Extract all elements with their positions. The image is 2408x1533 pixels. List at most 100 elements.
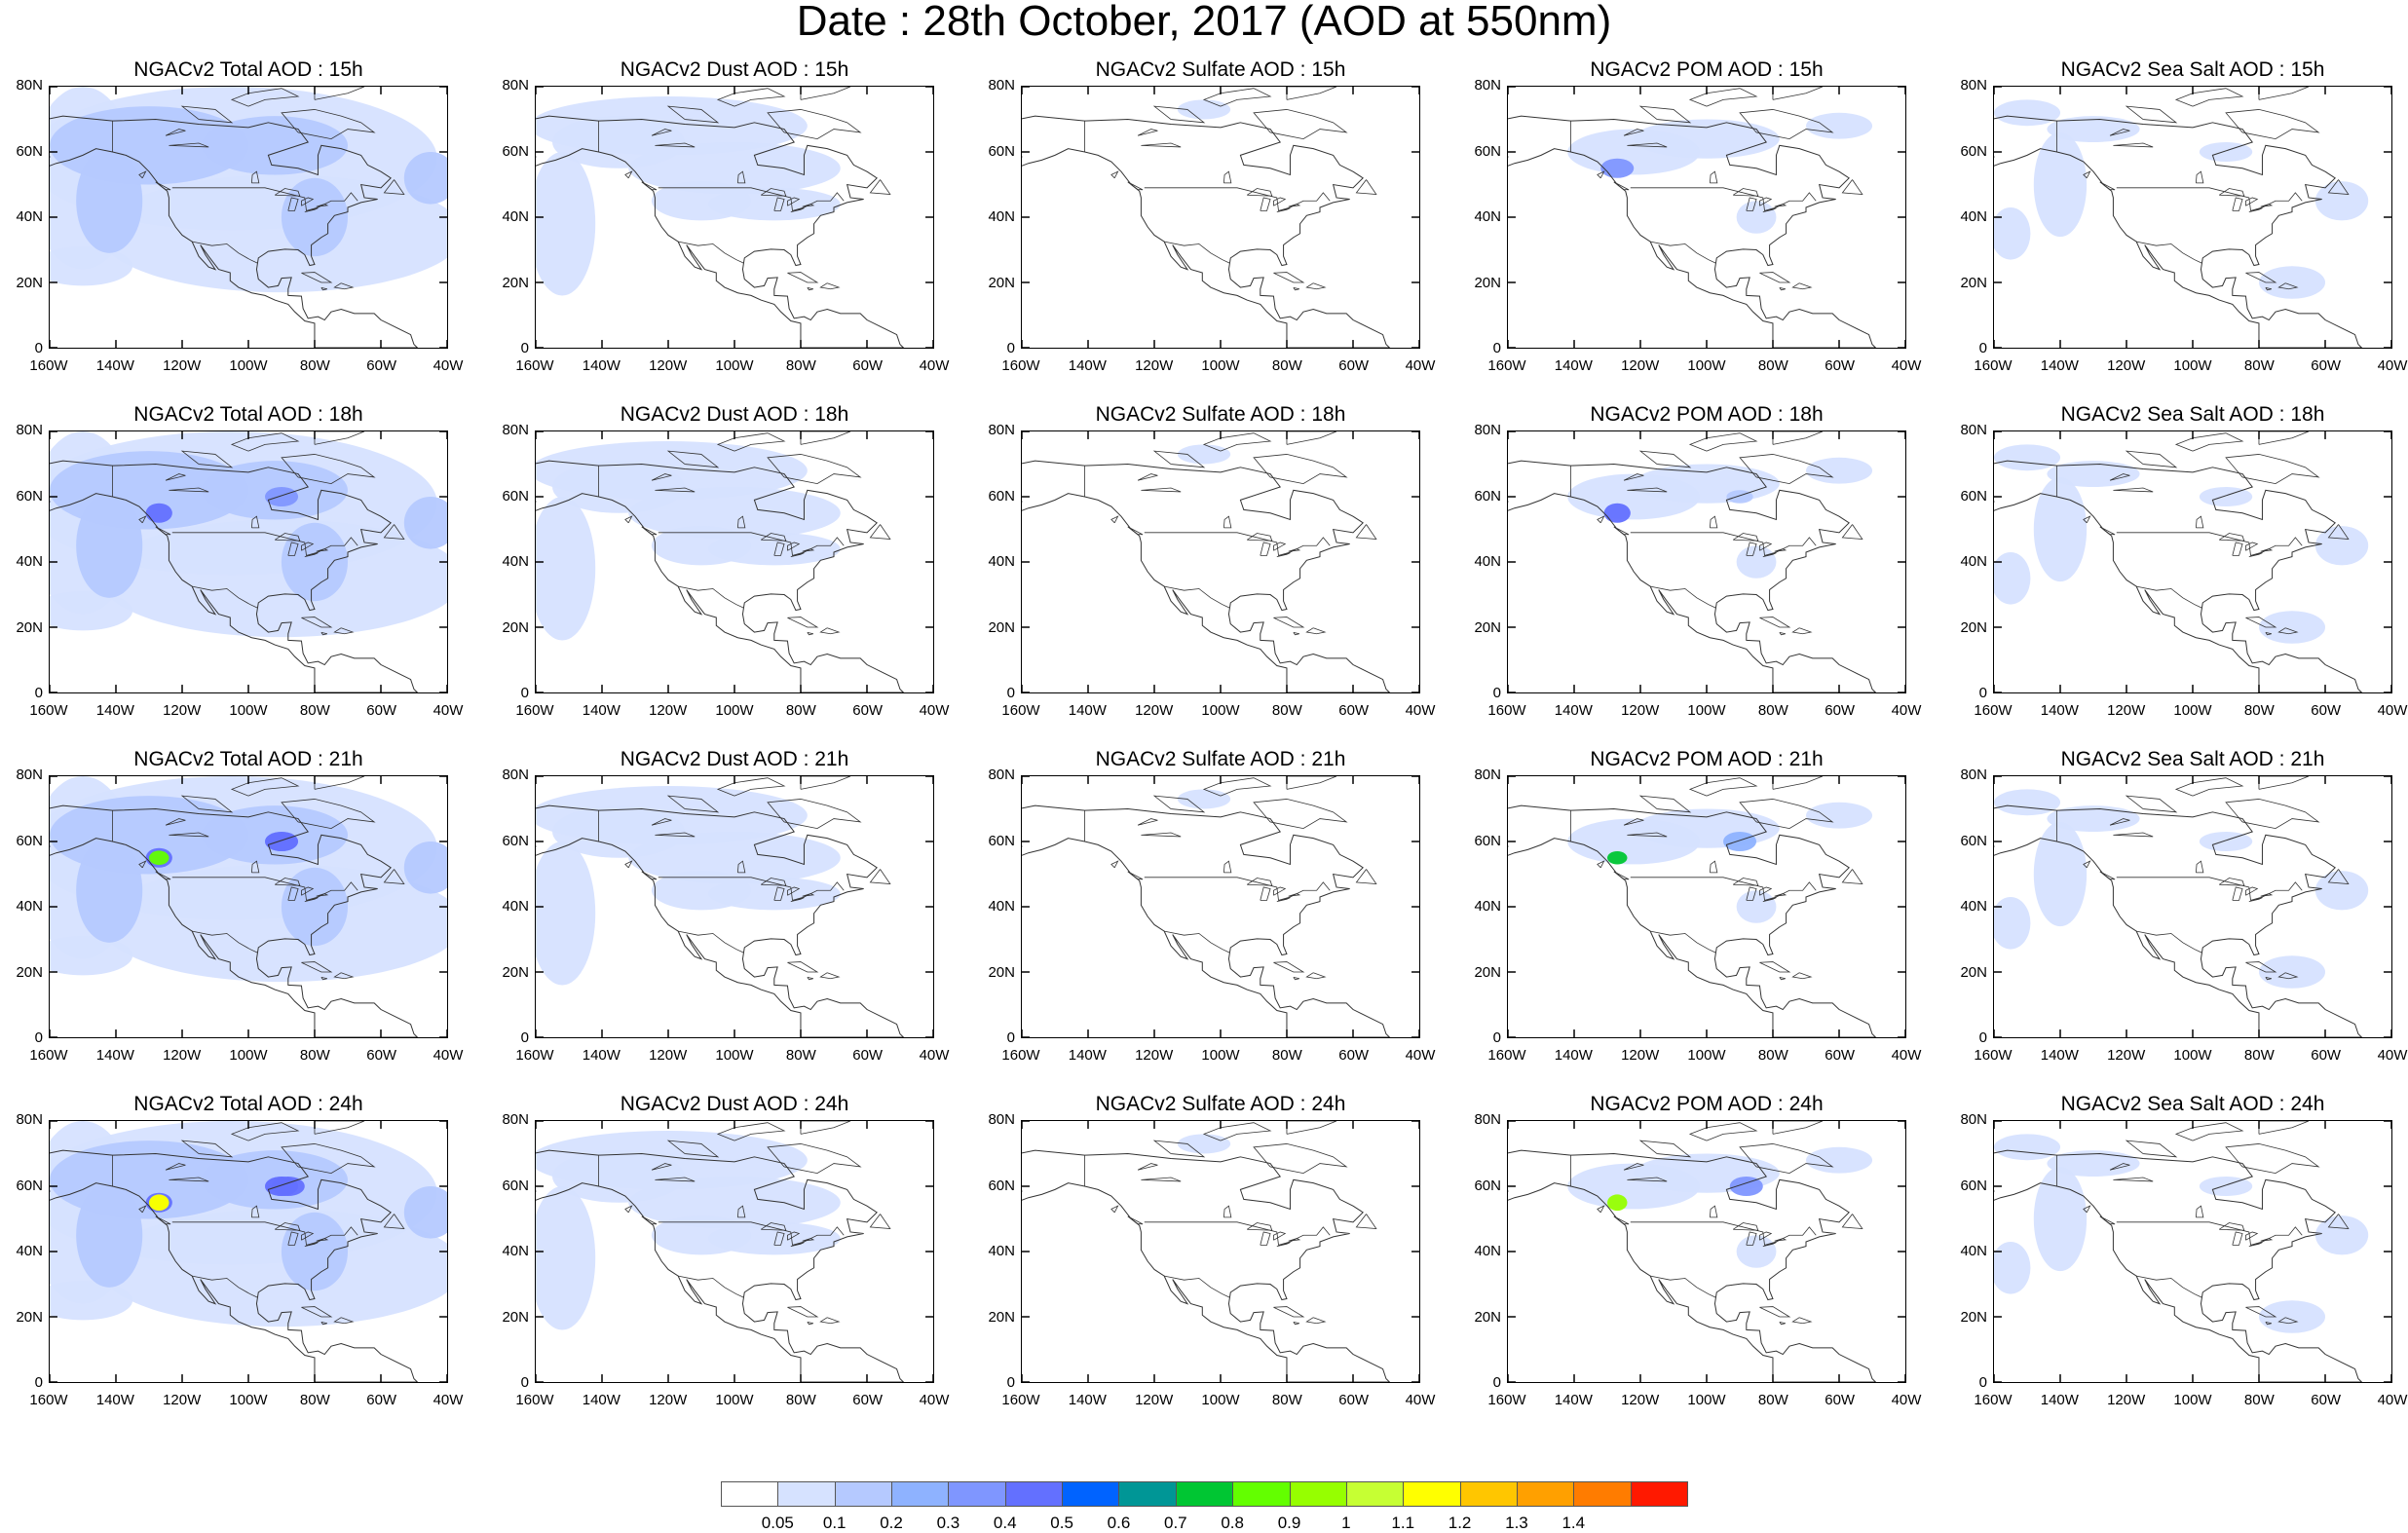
- lon-tick-label: 100W: [715, 702, 754, 719]
- aod-shading: [281, 522, 348, 602]
- lake-outline: [1746, 1231, 1757, 1246]
- lon-tick-label: 80W: [299, 1392, 330, 1408]
- lon-tick-label: 40W: [433, 702, 464, 719]
- lon-tick-label: 160W: [515, 1392, 554, 1408]
- lat-tick-label: 0: [1492, 685, 1501, 701]
- coastline: [1022, 115, 1391, 348]
- lat-tick-label: 60N: [16, 1177, 43, 1194]
- island-outline: [230, 1122, 300, 1141]
- island-outline: [1253, 109, 1348, 140]
- border-line: [1650, 930, 1716, 953]
- map-panel-sea-salt-24h: NGACv2 Sea Salt AOD : 24h 80N 60N 40N 20N 0 16…: [1960, 1093, 2407, 1414]
- island-outline: [2083, 170, 2091, 179]
- panel-title: NGACv2 POM AOD : 24h: [1590, 1093, 1824, 1115]
- map-panel-pom-18h: NGACv2 POM AOD : 18h 80N 60N 40N 20N 0 160W 140…: [1474, 403, 1921, 725]
- lon-tick-label: 140W: [95, 1047, 134, 1064]
- lake-outline: [2248, 897, 2263, 903]
- border-line: [1144, 1221, 1331, 1246]
- lon-tick-label: 60W: [1825, 702, 1856, 719]
- island-outline: [641, 871, 658, 880]
- lat-tick-label: 20N: [1960, 274, 1987, 291]
- aod-map: [1507, 1120, 1906, 1383]
- island-outline: [1127, 871, 1144, 880]
- lat-tick-label: 0: [1492, 1029, 1501, 1046]
- lake-outline: [301, 197, 315, 206]
- lon-tick-label: 60W: [366, 702, 397, 719]
- lon-tick-label: 80W: [1271, 1392, 1302, 1408]
- lon-tick-label: 100W: [1201, 357, 1240, 374]
- lon-tick-label: 120W: [649, 357, 688, 374]
- colorbar-swatch: [1118, 1481, 1177, 1507]
- lake-outline: [790, 1242, 805, 1248]
- lon-tick-label: 40W: [433, 357, 464, 374]
- border-line: [2136, 1275, 2202, 1298]
- map-panel-sulfate-15h: NGACv2 Sulfate AOD : 15h 80N 60N 40N 20N 0 160…: [988, 58, 1435, 380]
- lat-tick-label: 0: [1006, 1029, 1015, 1046]
- lake-outline: [2218, 1222, 2245, 1231]
- lon-tick-label: 80W: [299, 702, 330, 719]
- lake-outline: [651, 473, 672, 481]
- lon-tick-label: 40W: [1405, 702, 1436, 719]
- border-line: [1144, 532, 1331, 556]
- aod-shading: [1994, 789, 2061, 816]
- lon-tick-label: 100W: [715, 1047, 754, 1064]
- lon-tick-label: 40W: [2377, 1392, 2408, 1408]
- lon-tick-label: 100W: [1687, 1047, 1726, 1064]
- aod-shading: [2314, 1215, 2369, 1255]
- lat-tick-label: 20N: [1474, 274, 1501, 291]
- aod-shading: [651, 1215, 752, 1255]
- coastline: [1022, 1149, 1391, 1382]
- lake-outline: [787, 886, 801, 896]
- island-outline: [819, 972, 841, 980]
- aod-shading: [628, 1176, 841, 1229]
- lake-outline: [1709, 170, 1718, 184]
- border-line: [2136, 930, 2202, 953]
- aod-map: [1993, 430, 2392, 693]
- lon-tick-label: 140W: [2040, 702, 2079, 719]
- lon-tick-label: 160W: [29, 357, 68, 374]
- lake-outline: [169, 487, 209, 493]
- island-outline: [1273, 1306, 1305, 1318]
- lat-tick-label: 40N: [16, 208, 43, 225]
- aod-map: [1021, 86, 1420, 349]
- lake-outline: [1246, 188, 1273, 197]
- island-outline: [320, 976, 327, 981]
- lake-outline: [1273, 886, 1287, 896]
- lon-tick-label: 40W: [919, 357, 950, 374]
- lat-tick-label: 80N: [1960, 422, 1987, 438]
- lon-tick-label: 80W: [2243, 702, 2275, 719]
- island-outline: [2327, 1214, 2350, 1230]
- coastline: [1994, 460, 2363, 692]
- lake-outline: [1137, 1163, 1158, 1171]
- colorbar-label: 0.4: [993, 1514, 1017, 1532]
- aod-shading: [651, 871, 752, 911]
- lon-tick-label: 120W: [1621, 1047, 1660, 1064]
- island-outline: [1127, 181, 1144, 191]
- lake-outline: [790, 897, 805, 903]
- aod-map: [1021, 1120, 1420, 1383]
- aod-map: [535, 775, 934, 1038]
- island-outline: [1779, 631, 1786, 636]
- aod-shading: [1729, 1176, 1763, 1197]
- island-outline: [1739, 799, 1834, 830]
- lat-tick-label: 20N: [1960, 618, 1987, 636]
- lon-tick-label: 40W: [1891, 1392, 1922, 1408]
- island-outline: [800, 87, 851, 100]
- island-outline: [383, 869, 405, 885]
- lat-tick-label: 60N: [1474, 487, 1501, 505]
- lake-outline: [1732, 533, 1759, 542]
- island-outline: [1791, 972, 1813, 980]
- border-line: [1164, 241, 1230, 264]
- aod-shading: [2033, 821, 2088, 927]
- island-outline: [1202, 88, 1272, 107]
- island-outline: [1779, 1321, 1786, 1326]
- aod-shading: [99, 519, 447, 638]
- aod-shading: [403, 841, 447, 894]
- aod-map: [535, 430, 934, 693]
- lake-outline: [1141, 1177, 1182, 1182]
- island-outline: [624, 170, 633, 179]
- colorbar-swatch: [1630, 1481, 1688, 1507]
- island-outline: [2225, 799, 2320, 830]
- aod-shading: [2258, 611, 2326, 644]
- coastline: [1022, 804, 1391, 1037]
